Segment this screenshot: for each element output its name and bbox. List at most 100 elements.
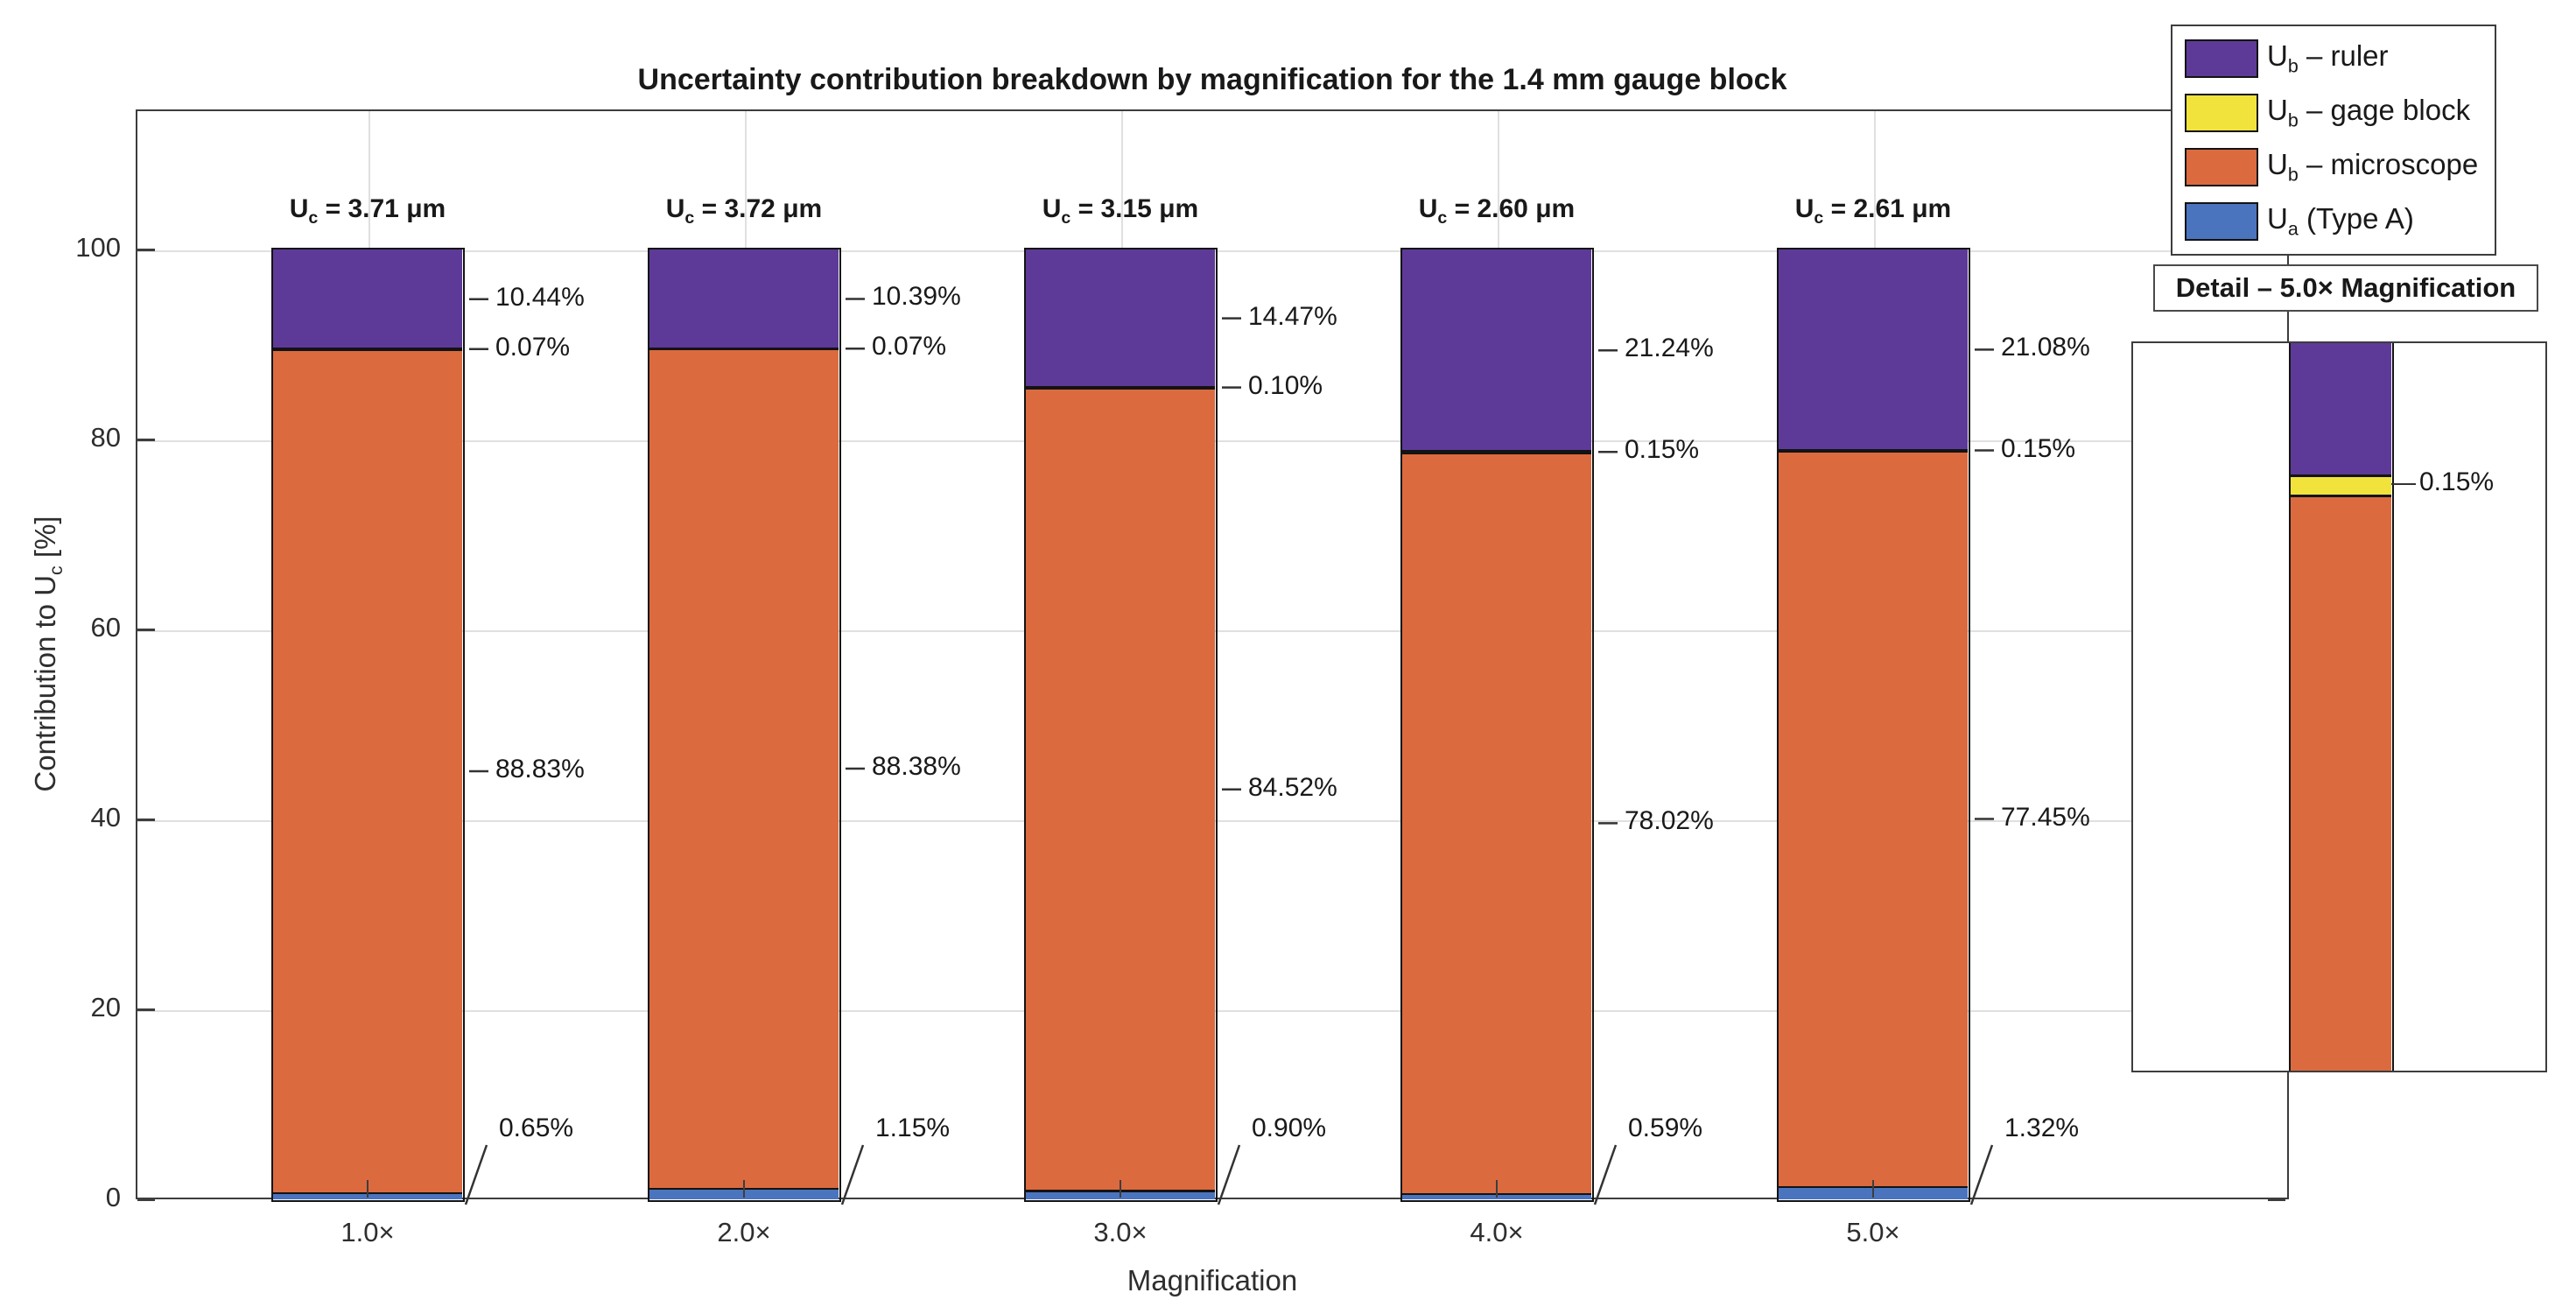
bar-segment-boundary: [649, 347, 839, 350]
legend-item: Ub – microscope: [2172, 142, 2495, 193]
pct-label-ruler: 21.24%: [1625, 334, 1714, 363]
bar-segment-boundary: [1402, 452, 1591, 454]
y-axis-label-prefix: Contribution to U: [29, 574, 62, 792]
legend-item-label: Ub – gage block: [2267, 94, 2471, 131]
bar-segment-ub-ruler: [273, 249, 462, 349]
y-tick-mark: [137, 1198, 155, 1201]
legend-item-label: Ua (Type A): [2267, 202, 2414, 240]
pct-label-ruler: 14.47%: [1248, 301, 1337, 331]
pct-label-gage-block: 0.07%: [872, 332, 947, 362]
bar-segment-boundary: [273, 348, 462, 350]
inset-segment-microscope: [2291, 495, 2391, 1071]
pct-label-microscope: 88.38%: [872, 752, 961, 782]
y-tick-label: 100: [75, 232, 121, 263]
detail-inset-plot: [2131, 341, 2547, 1072]
legend-item: Ub – ruler: [2172, 33, 2495, 84]
legend-item-label: Ub – ruler: [2267, 39, 2389, 77]
x-tick-mark: [1871, 1180, 1875, 1198]
inset-bar-outline: [2288, 343, 2394, 1071]
y-tick-mark: [137, 629, 155, 631]
pct-label-type-a: 1.15%: [875, 1114, 951, 1142]
y-tick-label: 0: [105, 1182, 121, 1212]
uc-total-label: Uc = 2.60 μm: [1418, 194, 1576, 228]
x-tick-label: 1.0×: [340, 1217, 395, 1247]
x-tick-label: 5.0×: [1846, 1217, 1900, 1247]
bar-outline: [1776, 247, 1970, 1202]
bar-segment-ub-ruler: [649, 249, 839, 348]
inset-percentage-label: 0.15%: [2419, 467, 2495, 497]
pct-label-ruler: 10.44%: [495, 282, 585, 312]
pct-label-gage-block: 0.07%: [495, 332, 571, 362]
bar-segment-ub-microscope: [1026, 388, 1215, 1191]
pct-label-gage-block: 0.15%: [1625, 435, 1700, 465]
y-axis-label-subscript: c: [45, 566, 67, 575]
legend: Ub – ruler Ub – gage block Ub – microscope…: [2171, 25, 2496, 256]
inset-segment-gage-block: [2291, 475, 2391, 496]
y-tick-mark: [137, 819, 155, 821]
legend-item: Ub – gage block: [2172, 88, 2495, 138]
legend-color-swatch: [2185, 39, 2258, 78]
legend-color-swatch: [2185, 202, 2258, 241]
inset-segment-boundary: [2291, 495, 2391, 497]
pct-label-gage-block: 0.10%: [1248, 370, 1323, 400]
y-tick-label: 60: [90, 612, 121, 643]
pct-label-type-a: 1.32%: [2004, 1114, 2080, 1142]
pct-label-ruler: 21.08%: [2001, 333, 2090, 362]
x-tick-label: 4.0×: [1470, 1217, 1524, 1247]
chart-title: Uncertainty contribution breakdown by ma…: [637, 63, 1787, 96]
pct-label-microscope: 84.52%: [1248, 772, 1337, 802]
x-tick-mark: [742, 1180, 746, 1198]
legend-color-swatch: [2185, 94, 2258, 132]
pct-label-microscope: 88.83%: [495, 755, 585, 784]
pct-label-ruler: 10.39%: [872, 282, 961, 312]
uc-total-label: Uc = 3.72 μm: [665, 194, 823, 228]
bar-segment-ub-ruler: [1402, 249, 1591, 452]
inset-segment-boundary: [2291, 474, 2391, 477]
bar-outline: [647, 247, 841, 1202]
inset-leader-line: [2391, 482, 2416, 486]
x-tick-label: 2.0×: [717, 1217, 771, 1247]
bar-segment-boundary: [1402, 450, 1591, 453]
y-tick-mark: [137, 439, 155, 441]
bar-segment-ub-ruler: [1779, 249, 1968, 450]
bar-outline: [1400, 247, 1594, 1202]
bar-segment-boundary: [1779, 448, 1968, 452]
y-tick-mark: [137, 249, 155, 251]
x-axis-label: Magnification: [1127, 1264, 1298, 1296]
uc-total-label: Uc = 3.15 μm: [1042, 194, 1199, 228]
pct-label-microscope: 77.45%: [2001, 802, 2090, 832]
pct-label-type-a: 0.59%: [1628, 1114, 1703, 1142]
y-tick-label: 80: [90, 422, 121, 453]
pct-label-gage-block: 0.15%: [2001, 433, 2076, 463]
bar-segment-boundary: [1779, 450, 1968, 453]
bar-outline: [1023, 247, 1218, 1202]
legend-color-swatch: [2185, 148, 2258, 186]
bar-segment-ub-microscope: [649, 348, 839, 1189]
y-tick-label: 20: [90, 992, 121, 1022]
y-tick-mark: [137, 1008, 155, 1011]
x-tick-label: 3.0×: [1093, 1217, 1148, 1247]
detail-inset-title-box: Detail – 5.0× Magnification: [2153, 264, 2538, 312]
legend-item-label: Ub – microscope: [2267, 148, 2479, 186]
uc-total-label: Uc = 2.61 μm: [1794, 194, 1952, 228]
detail-inset-title: Detail – 5.0× Magnification: [2175, 272, 2516, 303]
uc-total-label: Uc = 3.71 μm: [289, 194, 446, 228]
y-axis-label-suffix: [%]: [29, 516, 62, 566]
y-axis-label: Contribution to Uc [%]: [29, 516, 67, 791]
x-tick-mark: [366, 1180, 369, 1198]
legend-item: Ua (Type A): [2172, 196, 2495, 247]
x-tick-mark: [1119, 1180, 1122, 1198]
pct-label-type-a: 0.65%: [499, 1114, 574, 1142]
bar-segment-ub-microscope: [1402, 453, 1591, 1194]
inset-segment-ruler: [2291, 343, 2391, 476]
y-tick-mark-right: [2268, 1198, 2285, 1201]
pct-label-type-a: 0.90%: [1252, 1114, 1327, 1142]
x-tick-mark: [1495, 1180, 1499, 1198]
bar-segment-ub-ruler: [1026, 249, 1215, 388]
y-tick-label: 40: [90, 802, 121, 833]
bar-segment-ub-microscope: [1779, 451, 1968, 1187]
bar-segment-boundary: [1026, 386, 1215, 389]
pct-label-microscope: 78.02%: [1625, 806, 1714, 836]
bar-segment-ub-microscope: [273, 349, 462, 1193]
